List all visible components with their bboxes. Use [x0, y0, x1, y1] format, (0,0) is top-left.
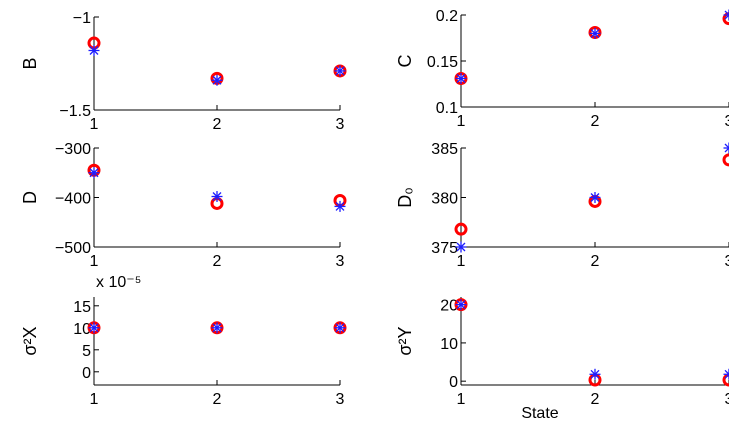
- x-tick-label: 1: [90, 391, 99, 408]
- star-stroke: [590, 369, 600, 379]
- y-tick-label: 375: [431, 240, 458, 257]
- y-tick-label: −300: [55, 141, 91, 158]
- star-stroke: [590, 28, 600, 38]
- x-axis-label: State: [521, 405, 558, 422]
- x-tick-label: 2: [591, 113, 600, 130]
- data-point-star: [723, 9, 729, 21]
- star-stroke: [335, 323, 345, 333]
- data-point-star: [334, 200, 346, 212]
- data-point-star: [211, 322, 223, 334]
- data-point-star: [723, 368, 729, 380]
- star-stroke: [724, 373, 729, 379]
- data-point-circle: [722, 12, 729, 26]
- data-point-star: [589, 27, 601, 39]
- x-tick-label: 3: [336, 253, 345, 270]
- data-point-star: [88, 322, 100, 334]
- y-tick-label: 10: [440, 336, 458, 353]
- y-tick-label: 380: [431, 191, 458, 208]
- y-tick-label: 0.1: [436, 100, 458, 117]
- data-point-star: [211, 74, 223, 86]
- data-point-star: [589, 192, 601, 203]
- data-point-star: [455, 241, 467, 253]
- y-axis-label: D: [20, 191, 40, 204]
- y-tick-label: 0.2: [436, 8, 458, 25]
- star-stroke: [724, 147, 729, 153]
- data-point-star: [455, 72, 467, 84]
- data-point-star: [723, 142, 729, 154]
- y-tick-label: −500: [55, 240, 91, 257]
- x-tick-label: 1: [90, 253, 99, 270]
- panel-2: 0.2 0.15 0.11 2 3 C: [395, 8, 729, 130]
- x-tick-label: 1: [457, 391, 466, 408]
- star-stroke: [456, 300, 466, 310]
- star-stroke: [724, 143, 729, 149]
- data-point-star: [455, 299, 467, 311]
- star-stroke: [724, 10, 729, 16]
- panel-6: 20 10 01 2 3 σ²Y State: [395, 297, 729, 422]
- y-tick-label: 20: [440, 298, 458, 315]
- data-point-star: [88, 44, 100, 56]
- y-axis-label: D₀: [395, 187, 415, 207]
- star-stroke: [724, 14, 729, 20]
- y-tick-label: −400: [55, 191, 91, 208]
- x-tick-label: 2: [591, 253, 600, 270]
- data-point-star: [334, 322, 346, 334]
- x-tick-label: 3: [336, 116, 345, 133]
- star-stroke: [89, 168, 99, 178]
- y-tick-label: 5: [82, 343, 91, 360]
- star-stroke: [724, 369, 729, 376]
- star-stroke: [456, 74, 466, 83]
- x-tick-label: 3: [725, 253, 729, 270]
- star-stroke: [456, 242, 466, 252]
- x-tick-label: 1: [457, 253, 466, 270]
- data-point-star: [88, 167, 100, 179]
- x-tick-label: 1: [457, 113, 466, 130]
- data-point-circle: [722, 153, 729, 167]
- star-stroke: [335, 66, 345, 76]
- y-tick-label: 15: [73, 299, 91, 316]
- x-tick-label: 2: [213, 253, 222, 270]
- y-tick-label: −1.5: [59, 103, 91, 120]
- y-axis-label: B: [20, 57, 40, 69]
- y-axis-label: σ²Y: [395, 326, 415, 355]
- data-point-star: [211, 191, 223, 203]
- data-point-star: [589, 368, 601, 380]
- y-axis-label: σ²X: [20, 326, 40, 355]
- exponent-label: x 10⁻⁵: [96, 274, 141, 291]
- x-tick-label: 2: [591, 391, 600, 408]
- x-tick-label: 2: [213, 116, 222, 133]
- y-tick-label: 0.15: [427, 54, 458, 71]
- x-tick-label: 1: [90, 116, 99, 133]
- x-tick-label: 3: [725, 391, 729, 408]
- y-axis-label: C: [395, 55, 415, 68]
- y-tick-label: 10: [73, 321, 91, 338]
- star-stroke: [212, 75, 222, 85]
- star-stroke: [89, 46, 99, 55]
- star-stroke: [212, 192, 222, 201]
- y-tick-label: 0: [82, 365, 91, 382]
- data-point-circle: [454, 222, 468, 236]
- panel-1: −1 −1.51 2 3 B: [20, 10, 347, 133]
- x-tick-label: 3: [336, 391, 345, 408]
- star-stroke: [335, 201, 345, 211]
- panel-5: 15 10 5 0 1 2 3 σ²X: [20, 297, 347, 408]
- star-stroke: [590, 193, 600, 202]
- y-tick-label: −1: [73, 10, 91, 27]
- y-tick-label: 0: [449, 374, 458, 391]
- data-point-circle: [722, 373, 729, 387]
- data-point-star: [334, 65, 346, 77]
- star-stroke: [212, 323, 222, 333]
- x-tick-label: 3: [725, 113, 729, 130]
- x-tick-label: 2: [213, 391, 222, 408]
- star-stroke: [89, 323, 99, 333]
- y-tick-label: 385: [431, 141, 458, 158]
